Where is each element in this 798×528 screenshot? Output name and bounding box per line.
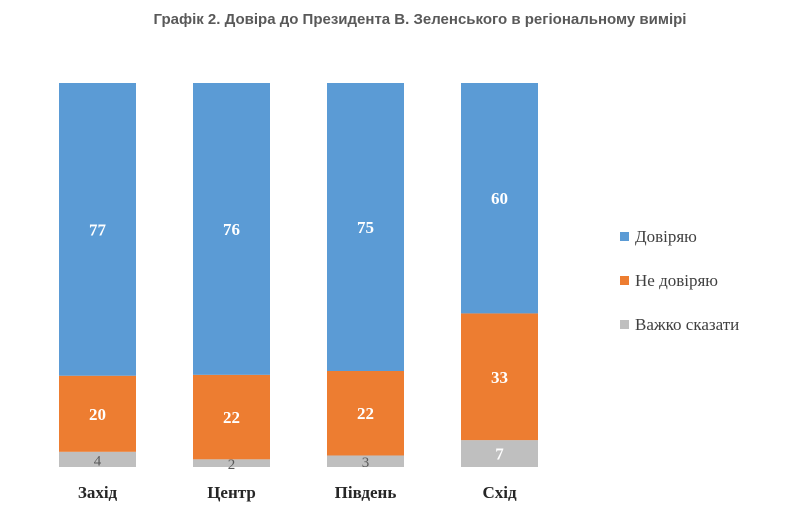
legend-swatch-3 <box>620 320 629 329</box>
category-label-3: Південь <box>335 483 397 502</box>
data-label-2-2: 22 <box>223 408 240 427</box>
legend-swatch-2 <box>620 276 629 285</box>
data-label-2-4: 33 <box>491 368 508 387</box>
legend-swatch-1 <box>620 232 629 241</box>
bar-3-1 <box>59 451 136 467</box>
bar-3-4 <box>461 440 538 467</box>
data-label-1-1: 77 <box>89 220 107 239</box>
bar-1-1 <box>59 83 136 376</box>
chart-title: Графік 2. Довіра до Президента В. Зеленс… <box>154 11 687 28</box>
bar-1-3 <box>327 83 404 371</box>
bar-2-2 <box>193 374 270 460</box>
category-label-1: Захід <box>78 483 118 502</box>
bar-3-3 <box>327 455 404 467</box>
data-label-3-3: 3 <box>362 455 370 471</box>
data-label-2-3: 22 <box>357 404 374 423</box>
data-label-3-2: 2 <box>228 457 236 473</box>
bar-1-2 <box>193 83 270 375</box>
bar-2-3 <box>327 371 404 456</box>
legend-label-1: Довіряю <box>635 227 697 246</box>
category-label-2: Центр <box>207 483 256 502</box>
data-label-1-2: 76 <box>223 220 240 239</box>
data-label-1-3: 75 <box>357 218 374 237</box>
legend: Довіряю Не довіряю Важко сказати <box>620 227 739 334</box>
bar-1-4 <box>461 83 538 314</box>
legend-label-2: Не довіряю <box>635 271 718 290</box>
legend-label-3: Важко сказати <box>635 315 739 334</box>
category-label-4: Схід <box>482 483 517 502</box>
data-label-3-4: 7 <box>495 445 504 464</box>
category-axis: Захід Центр Південь Схід <box>78 483 517 502</box>
data-label-1-4: 60 <box>491 189 508 208</box>
data-label-2-1: 20 <box>89 405 106 424</box>
bar-2-4 <box>461 313 538 441</box>
bar-3-2 <box>193 459 270 467</box>
bar-2-1 <box>59 375 136 452</box>
data-label-3-1: 4 <box>94 453 102 469</box>
